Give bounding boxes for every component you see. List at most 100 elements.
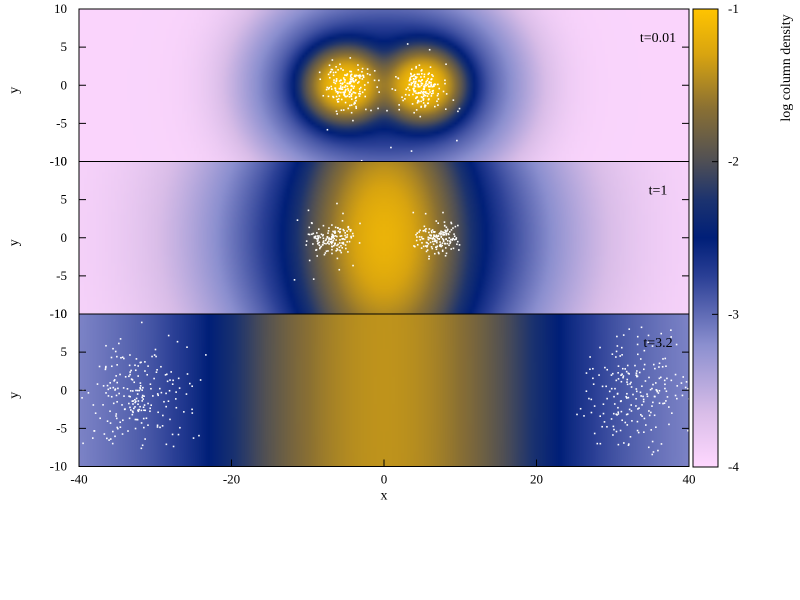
particle-point: [430, 230, 433, 232]
particle-point: [328, 240, 330, 242]
particle-point: [614, 387, 616, 390]
time-label: t=1: [649, 184, 668, 199]
particle-point: [316, 235, 319, 237]
particle-point: [426, 249, 429, 251]
particle-point: [328, 227, 330, 229]
particle-point: [337, 69, 339, 71]
particle-point: [446, 242, 449, 245]
particle-point: [423, 73, 426, 76]
particle-point: [653, 414, 656, 417]
particle-point: [424, 212, 427, 215]
particle-point: [143, 409, 145, 412]
particle-point: [638, 407, 640, 409]
y-axis-label: y: [7, 87, 22, 94]
particle-point: [316, 255, 318, 257]
particle-point: [166, 373, 168, 376]
particle-point: [409, 78, 411, 81]
particle-point: [653, 395, 656, 398]
particle-point: [152, 395, 154, 397]
particle-point: [640, 395, 642, 397]
particle-point: [325, 242, 327, 245]
particle-point: [635, 405, 637, 407]
particle-point: [118, 342, 120, 345]
particle-point: [439, 241, 441, 243]
particle-point: [137, 409, 139, 412]
particle-point: [637, 353, 639, 356]
particle-point: [139, 405, 141, 408]
particle-point: [352, 79, 354, 82]
particle-point: [606, 397, 608, 400]
panel-3: -10 -5 0 5 10 y t=3.2: [7, 306, 691, 474]
particle-point: [177, 377, 180, 380]
particle-point: [599, 415, 602, 417]
particle-point: [137, 400, 140, 402]
particle-point: [664, 387, 666, 390]
particle-point: [378, 79, 380, 82]
particle-point: [316, 242, 319, 245]
particle-point: [629, 435, 632, 438]
particle-point: [332, 96, 335, 99]
particle-point: [355, 105, 357, 108]
particle-point: [339, 239, 341, 241]
particle-point: [116, 401, 118, 403]
particle-point: [433, 83, 436, 85]
particle-point: [318, 244, 321, 247]
y-tick-label: -10: [50, 154, 67, 169]
particle-point: [334, 235, 337, 237]
particle-point: [191, 408, 193, 411]
particle-point: [411, 68, 413, 71]
particle-point: [651, 405, 653, 407]
particle-point: [430, 85, 432, 88]
particle-point: [445, 232, 447, 235]
particle-point: [437, 222, 440, 224]
particle-point: [657, 449, 659, 452]
particle-point: [434, 105, 436, 108]
particle-point: [613, 428, 615, 431]
particle-point: [438, 252, 440, 255]
particle-point: [102, 404, 104, 406]
particle-point: [430, 95, 433, 97]
particle-point: [421, 69, 423, 71]
particle-point: [119, 426, 122, 429]
particle-point: [410, 75, 413, 78]
particle-point: [434, 240, 437, 243]
particle-point: [391, 88, 394, 90]
particle-point: [328, 64, 331, 67]
particle-point: [663, 402, 666, 405]
particle-point: [339, 231, 341, 233]
particle-point: [451, 238, 454, 240]
particle-point: [328, 243, 330, 245]
particle-point: [359, 90, 361, 93]
particle-point: [416, 243, 419, 246]
particle-point: [592, 377, 594, 380]
particle-point: [155, 371, 158, 373]
particle-point: [658, 389, 661, 392]
particle-point: [408, 94, 410, 96]
particle-point: [422, 98, 425, 100]
particle-point: [108, 439, 110, 441]
particle-point: [192, 437, 195, 439]
particle-point: [129, 354, 131, 356]
particle-point: [332, 74, 335, 77]
particle-point: [642, 398, 645, 401]
y-tick-label: 0: [61, 382, 68, 397]
particle-point: [330, 245, 333, 248]
particle-point: [593, 432, 596, 435]
particle-point: [342, 86, 344, 88]
particle-point: [332, 245, 335, 247]
particle-point: [636, 335, 639, 338]
particle-point: [322, 94, 325, 97]
y-axis-label: y: [7, 392, 22, 399]
particle-point: [443, 221, 446, 223]
particle-point: [682, 376, 685, 378]
particle-point: [325, 250, 328, 252]
particle-point: [344, 74, 346, 76]
particle-point: [338, 242, 341, 244]
particle-point: [335, 78, 338, 80]
particle-point: [441, 231, 444, 233]
particle-point: [637, 431, 640, 434]
particle-point: [355, 96, 358, 98]
particle-point: [415, 80, 417, 83]
particle-point: [423, 87, 425, 90]
particle-point: [172, 445, 175, 448]
